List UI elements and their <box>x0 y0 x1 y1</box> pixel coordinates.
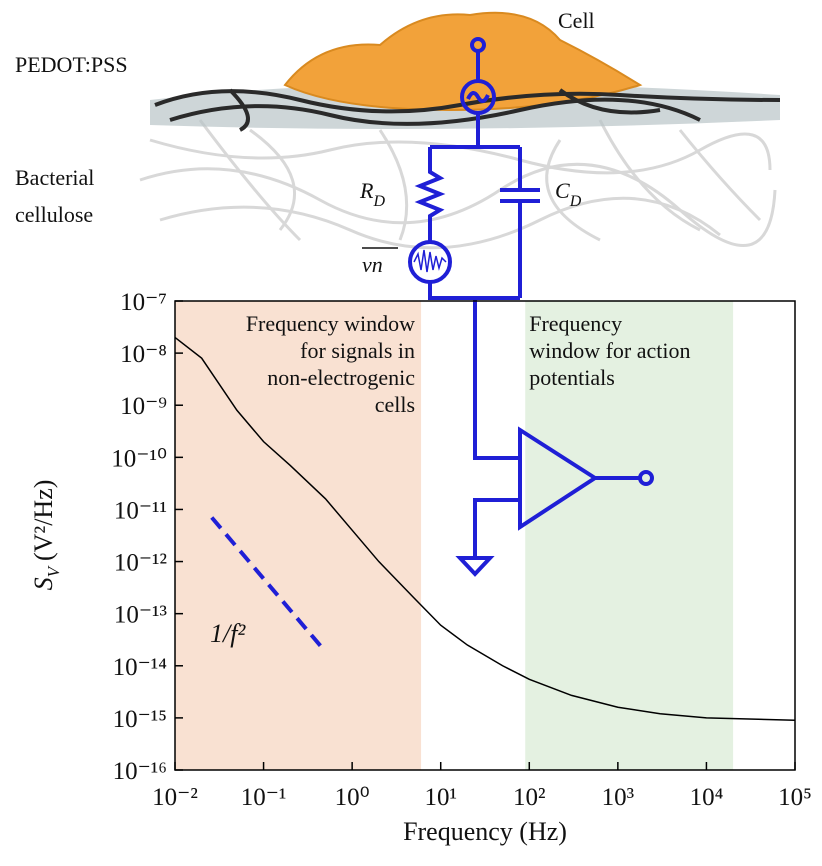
y-tick-label: 10⁻¹² <box>114 550 167 577</box>
cellulose-label: Bacterial <box>15 165 94 190</box>
cellulose-label: cellulose <box>15 202 93 227</box>
y-sub: V <box>44 564 63 577</box>
regions <box>175 301 734 770</box>
x-tick-label: 10¹ <box>424 784 457 811</box>
region-label: cells <box>375 392 415 417</box>
reference-line <box>210 516 324 650</box>
y-tick-label: 10⁻⁸ <box>120 341 167 368</box>
resistor-sub: D <box>372 193 385 210</box>
y-tick-label: 10⁻¹⁵ <box>113 706 167 733</box>
capacitor-sub: D <box>569 193 582 210</box>
y-symbol: S <box>29 577 58 590</box>
capacitor-label: CD <box>555 178 582 210</box>
cell-label: Cell <box>558 8 595 33</box>
y-axis-label: SV (V²/Hz) <box>29 480 63 591</box>
x-tick-label: 10² <box>513 784 546 811</box>
resistor-label: RD <box>359 178 385 210</box>
region-label: Frequency window <box>246 311 415 336</box>
region-label: non-electrogenic <box>267 365 415 390</box>
x-axis-label: Frequency (Hz) <box>403 817 567 846</box>
noise-spectrum <box>174 336 796 722</box>
y-tick-label: 10⁻¹⁶ <box>113 758 167 785</box>
x-tick-label: 10⁴ <box>690 784 724 811</box>
resistor-symbol: R <box>359 178 374 203</box>
y-tick-label: 10⁻¹⁴ <box>113 654 168 681</box>
noise-label: vn <box>362 252 383 277</box>
x-tick-label: 10⁰ <box>335 784 370 811</box>
x-tick-label: 10⁻¹ <box>241 784 287 811</box>
x-tick-label: 10⁵ <box>778 784 812 811</box>
pedot-label: PEDOT:PSS <box>15 52 128 77</box>
x-tick-label: 10⁻² <box>152 784 198 811</box>
reference-label: 1/f² <box>210 619 246 648</box>
y-tick-label: 10⁻¹¹ <box>114 497 167 524</box>
y-tick-label: 10⁻¹³ <box>114 602 168 629</box>
y-tick-label: 10⁻⁹ <box>120 393 167 420</box>
shaded-region <box>525 301 734 770</box>
y-tick-label: 10⁻⁷ <box>120 289 167 316</box>
x-tick-label: 10³ <box>602 784 635 811</box>
substrate <box>139 11 781 250</box>
circuit <box>408 37 654 577</box>
region-label: for signals in <box>300 338 415 363</box>
y-unit: (V²/Hz) <box>29 480 58 561</box>
region-label: Frequency <box>529 311 622 336</box>
plot-frame <box>174 300 796 771</box>
y-tick-label: 10⁻¹⁰ <box>111 445 167 472</box>
capacitor-symbol: C <box>555 178 570 203</box>
region-label: potentials <box>529 365 615 390</box>
region-label: window for action <box>529 338 690 363</box>
